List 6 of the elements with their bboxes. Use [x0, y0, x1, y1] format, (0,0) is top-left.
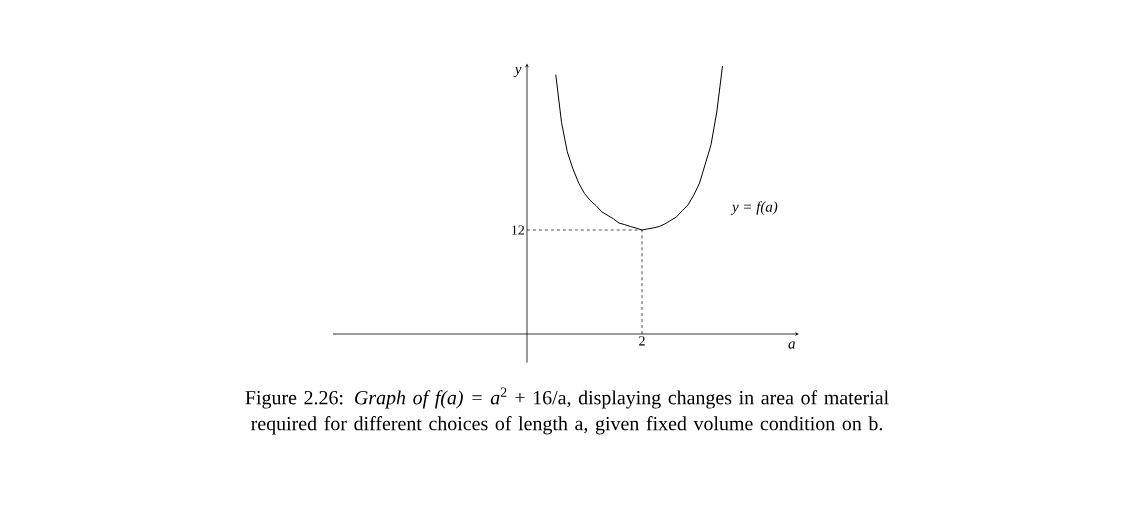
- x-axis-title: a: [788, 341, 795, 349]
- text: 2: [639, 336, 645, 346]
- text: y = f(a): [730, 201, 778, 215]
- text: 12: [512, 225, 525, 235]
- caption: Figure 2.26: Graph of f(a) = a$^{2}$ + 16/a, displaying changes in area of material required for different choices of length a, given fixed volume condition on b.: [245, 387, 889, 435]
- y-axis-title: y: [513, 67, 522, 78]
